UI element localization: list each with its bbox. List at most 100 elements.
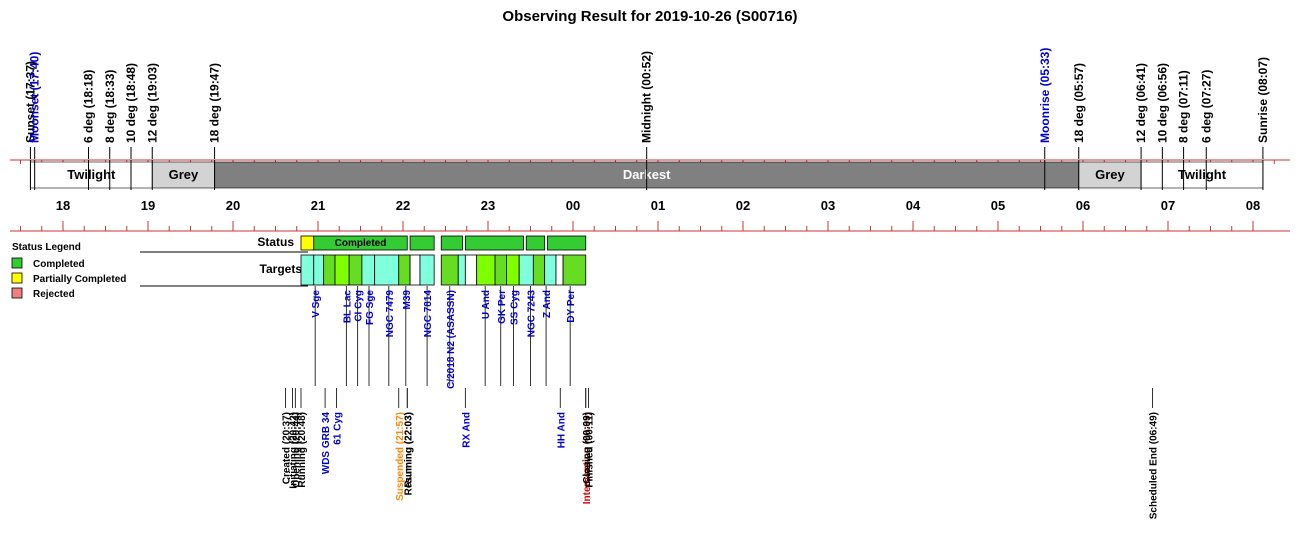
target-label: V Sge — [311, 290, 322, 318]
target-segment — [518, 254, 534, 286]
event-label: Created (20:37) — [281, 412, 292, 484]
targets-row-label: Targets — [260, 262, 303, 276]
status-segment — [464, 235, 524, 251]
twilight-marker-label: Sunrise (08:07) — [1256, 57, 1270, 143]
target-label: U And — [481, 290, 492, 319]
target-label: DY Per — [566, 290, 577, 323]
target-segment — [464, 254, 478, 286]
status-segment — [313, 235, 408, 251]
event-label: HH And — [556, 412, 567, 448]
hour-tick-label: 06 — [1076, 198, 1090, 213]
status-segment-label: Completed — [335, 238, 387, 249]
target-label: NGC 7479 — [385, 290, 396, 338]
twilight-marker-label: 12 deg (19:03) — [145, 63, 159, 143]
hour-tick-label: 03 — [821, 198, 835, 213]
hour-tick-label: 20 — [226, 198, 240, 213]
hour-tick-label: 23 — [481, 198, 495, 213]
twilight-marker-label: Midnight (00:52) — [640, 51, 654, 143]
legend-swatch — [11, 257, 23, 269]
target-segment — [506, 254, 520, 286]
event-label: Scheduled End (06:49) — [1148, 412, 1159, 519]
twilight-marker-label: 10 deg (06:56) — [1155, 63, 1169, 143]
target-segment — [361, 254, 376, 286]
twilight-marker-label: 18 deg (05:57) — [1072, 63, 1086, 143]
target-label: BL Lac — [342, 290, 353, 324]
target-segment — [440, 254, 459, 286]
twilight-marker-label: 8 deg (18:33) — [103, 70, 117, 143]
hour-tick-label: 02 — [736, 198, 750, 213]
hour-tick-label: 07 — [1161, 198, 1175, 213]
event-label: 61 Cyg — [332, 412, 343, 445]
event-label: Initiating (20:42) — [289, 412, 300, 489]
legend-item-label: Partially Completed — [33, 274, 126, 285]
legend-item-label: Completed — [33, 259, 85, 270]
sky-band — [1140, 161, 1264, 189]
target-segment — [334, 254, 350, 286]
hour-tick-label: 22 — [396, 198, 410, 213]
event-label: Closing (00:09) — [582, 412, 593, 484]
sky-band — [151, 161, 215, 189]
target-segment — [562, 254, 587, 286]
sky-band-label: Grey — [169, 167, 199, 182]
target-segment — [300, 254, 315, 286]
twilight-marker-label: Sunset (17:37) — [23, 61, 37, 143]
event-label: Intervention (00:09) — [582, 412, 593, 504]
event-label: Opening (20:44) — [291, 412, 302, 488]
target-segment — [457, 254, 466, 286]
sky-band-label: Twilight — [1178, 167, 1227, 182]
target-segment — [374, 254, 400, 286]
twilight-marker-label: Moonrise (05:33) — [1038, 48, 1052, 143]
event-label: Running (20:48) — [297, 412, 308, 488]
status-segment — [409, 235, 435, 251]
status-segment — [525, 235, 546, 251]
target-label: Z And — [542, 290, 553, 318]
status-row-label: Status — [257, 235, 294, 249]
legend-swatch — [11, 287, 23, 299]
target-label: CI Cyg — [354, 290, 365, 322]
twilight-marker-label: Moonset (17:40) — [28, 52, 42, 143]
target-segment — [555, 254, 564, 286]
twilight-marker-label: 10 deg (18:48) — [124, 63, 138, 143]
target-segment — [419, 254, 435, 286]
target-segment — [323, 254, 336, 286]
legend-item-label: Rejected — [33, 289, 75, 300]
twilight-marker-label: 6 deg (07:27) — [1199, 70, 1213, 143]
twilight-marker-label: 8 deg (07:11) — [1177, 70, 1191, 143]
hour-tick-label: 08 — [1246, 198, 1260, 213]
target-segment — [398, 254, 411, 286]
twilight-marker-label: 6 deg (18:18) — [82, 70, 96, 143]
target-label: SS Cyg — [510, 290, 521, 325]
hour-tick-label: 00 — [566, 198, 580, 213]
event-label: Resuming (22:03) — [403, 412, 414, 495]
target-segment — [532, 254, 546, 286]
status-segment — [547, 235, 587, 251]
twilight-marker-label: 18 deg (19:47) — [208, 63, 222, 143]
target-segment — [348, 254, 363, 286]
event-label: Finished (00:11) — [585, 412, 596, 488]
status-segment — [300, 235, 315, 251]
legend-title: Status Legend — [12, 242, 81, 253]
target-segment — [409, 254, 421, 286]
sky-band-label: Twilight — [67, 167, 116, 182]
event-label: WDS GRB 34 — [321, 412, 332, 475]
hour-tick-label: 01 — [651, 198, 665, 213]
hour-tick-label: 18 — [56, 198, 70, 213]
target-segment — [494, 254, 507, 286]
chart-title: Observing Result for 2019-10-26 (S00716) — [502, 8, 797, 25]
target-segment — [476, 254, 496, 286]
legend-swatch — [11, 272, 23, 284]
target-segment — [313, 254, 325, 286]
status-segment — [440, 235, 463, 251]
target-label: NGC 7243 — [527, 290, 538, 338]
hour-tick-label: 21 — [311, 198, 325, 213]
target-label: GK Per — [497, 290, 508, 324]
sky-band-label: Grey — [1095, 167, 1125, 182]
target-label: FG Sge — [365, 290, 376, 325]
event-label: RX And — [461, 412, 472, 448]
target-segment — [544, 254, 557, 286]
event-label: Suspended (21:57) — [395, 412, 406, 501]
sky-band — [30, 161, 153, 189]
target-label: M39 — [402, 290, 413, 310]
target-label: C/2018 N2 (ASASSN) — [446, 290, 457, 389]
